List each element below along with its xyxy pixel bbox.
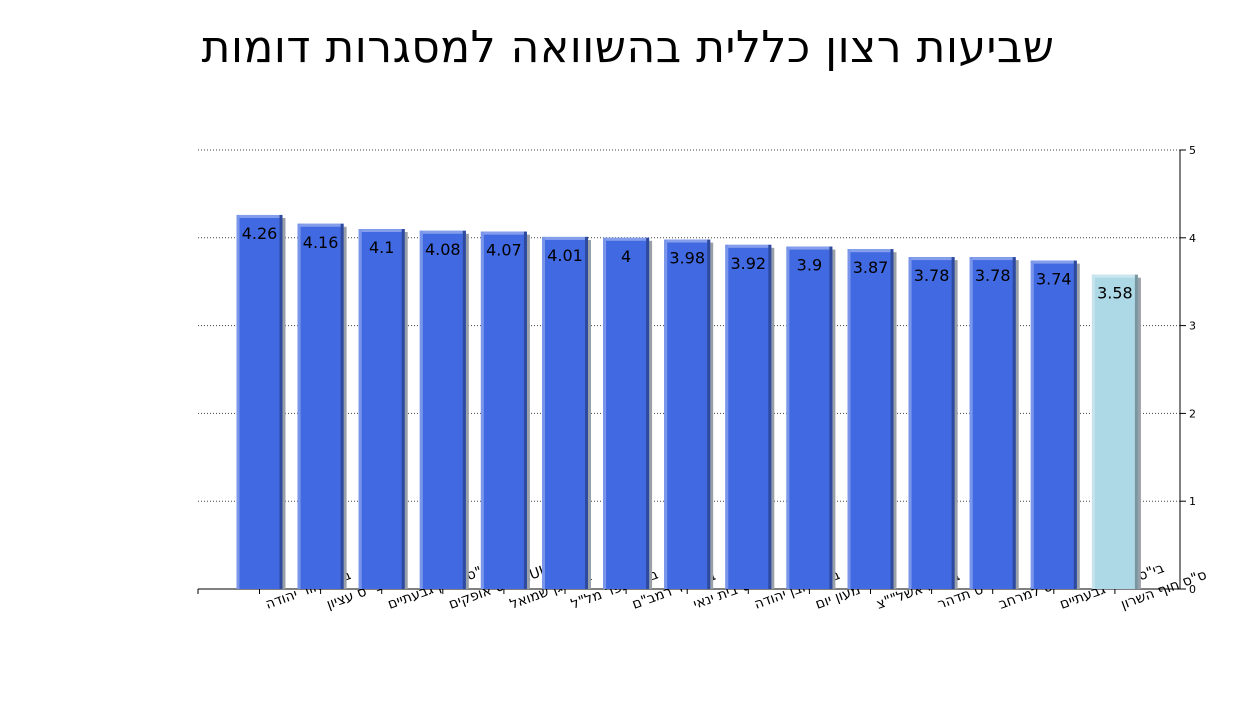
bar-right-bevel xyxy=(890,249,894,590)
bar-right-bevel xyxy=(951,257,955,589)
bar-top-bevel xyxy=(480,231,527,235)
bar-top-bevel xyxy=(603,237,650,241)
y-tick-label: 1 xyxy=(1189,495,1196,508)
bar-left-bevel xyxy=(847,249,851,590)
data-label: 3.98 xyxy=(669,249,705,268)
data-label: 4 xyxy=(621,247,631,266)
data-label: 3.78 xyxy=(975,266,1011,285)
data-label: 4.01 xyxy=(547,246,583,265)
bar-left-bevel xyxy=(603,237,607,590)
bar xyxy=(297,223,344,589)
bar-left-bevel xyxy=(358,229,362,589)
y-tick-label: 3 xyxy=(1189,320,1196,333)
bar xyxy=(969,257,1016,589)
bar xyxy=(908,257,955,589)
bar-left-bevel xyxy=(297,223,301,589)
data-label: 4.1 xyxy=(369,238,394,257)
bar-right-bevel xyxy=(462,230,466,589)
bar-left-bevel xyxy=(664,239,668,589)
bar xyxy=(419,230,466,589)
bar xyxy=(603,237,650,590)
data-label: 4.16 xyxy=(303,233,339,252)
data-label: 3.9 xyxy=(797,256,822,275)
bar-top-bevel xyxy=(1030,260,1077,264)
bar-top-bevel xyxy=(419,230,466,234)
bar-left-bevel xyxy=(969,257,973,589)
bar-left-bevel xyxy=(1030,260,1034,589)
bar-left-bevel xyxy=(542,236,545,589)
bar-left-bevel xyxy=(480,231,484,590)
bar xyxy=(542,236,588,589)
bar-left-bevel xyxy=(725,244,729,589)
data-label: 3.92 xyxy=(730,254,766,273)
data-label: 4.08 xyxy=(425,240,461,259)
bar xyxy=(786,246,833,589)
bar xyxy=(236,214,283,590)
y-tick-label: 5 xyxy=(1189,144,1196,157)
bar-right-bevel xyxy=(646,237,650,590)
bar xyxy=(1030,260,1077,589)
bar-right-bevel xyxy=(523,231,527,590)
chart-title: שביעות רצון כללית בהשוואה למסגרות דומות xyxy=(201,22,1055,73)
bar-top-bevel xyxy=(236,214,283,218)
bar-left-bevel xyxy=(236,214,240,590)
bar-right-bevel xyxy=(279,214,283,590)
y-tick-label: 0 xyxy=(1189,583,1196,596)
bar xyxy=(847,249,894,590)
bar-top-bevel xyxy=(908,257,955,261)
data-label: 3.74 xyxy=(1036,270,1072,289)
bar-top-bevel xyxy=(1091,274,1138,278)
bar-right-bevel xyxy=(707,239,711,589)
bar-left-bevel xyxy=(786,246,790,589)
bar-right-bevel xyxy=(829,246,833,589)
data-label: 4.07 xyxy=(486,241,522,260)
bar-right-bevel xyxy=(768,244,772,589)
bar-top-bevel xyxy=(358,229,405,233)
bar-top-bevel xyxy=(847,249,894,253)
bar xyxy=(725,244,772,589)
bar-top-bevel xyxy=(725,244,772,248)
bar xyxy=(358,229,405,589)
bar-right-bevel xyxy=(401,229,405,589)
bar-right-bevel xyxy=(1073,260,1077,589)
bar xyxy=(480,231,527,590)
y-tick-label: 4 xyxy=(1189,232,1196,245)
bar-left-bevel xyxy=(908,257,912,589)
bar xyxy=(664,239,711,589)
bar-right-bevel xyxy=(340,223,344,589)
bar-left-bevel xyxy=(419,230,423,589)
bar-right-bevel xyxy=(1134,274,1138,589)
y-tick-label: 2 xyxy=(1189,407,1196,420)
bar-top-bevel xyxy=(664,239,711,243)
bar-top-bevel xyxy=(542,236,588,240)
data-label: 4.26 xyxy=(242,224,278,243)
data-label: 3.78 xyxy=(914,266,950,285)
bar-top-bevel xyxy=(969,257,1016,261)
bar-right-bevel xyxy=(1012,257,1016,589)
data-label: 3.58 xyxy=(1097,284,1133,303)
bar-top-bevel xyxy=(786,246,833,250)
data-label: 3.87 xyxy=(853,258,889,277)
bar xyxy=(1091,274,1138,589)
bar-top-bevel xyxy=(297,223,344,227)
bar-left-bevel xyxy=(1091,274,1095,589)
bar-right-bevel xyxy=(585,236,588,589)
